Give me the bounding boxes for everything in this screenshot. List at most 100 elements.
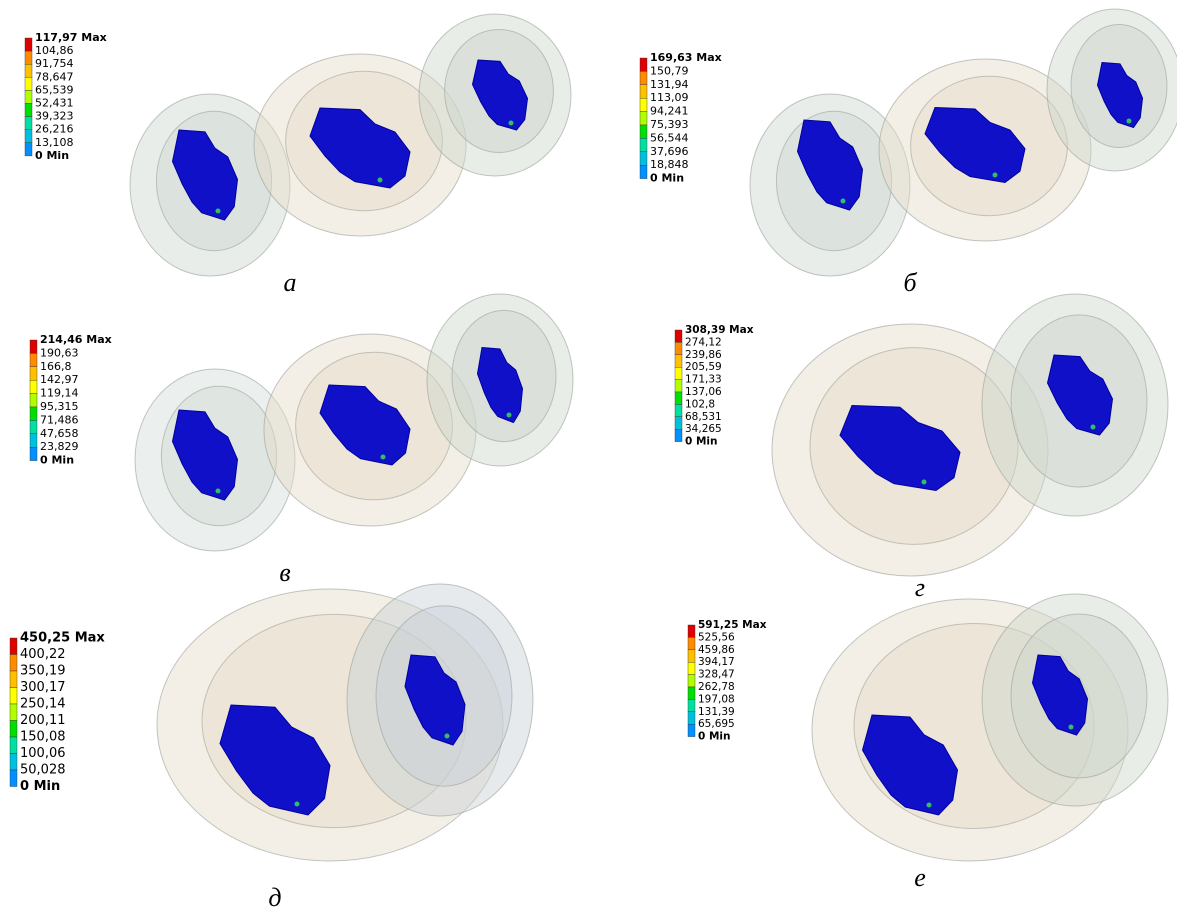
legend-swatch bbox=[675, 342, 682, 354]
legend-swatch bbox=[25, 38, 32, 51]
legend-label: 0 Min bbox=[685, 436, 717, 448]
legend-swatch bbox=[30, 420, 37, 433]
legend-label: 113,09 bbox=[650, 91, 689, 104]
legend-swatch bbox=[10, 638, 17, 655]
legend-label: 102,8 bbox=[685, 398, 715, 410]
legend-label: 400,22 bbox=[20, 647, 66, 662]
legend-label: 394,17 bbox=[698, 656, 735, 668]
legend-label: 169,63 Max bbox=[650, 51, 722, 64]
legend-swatch bbox=[688, 687, 695, 699]
legend-label: 459,86 bbox=[698, 644, 735, 656]
legend-swatch bbox=[640, 85, 647, 98]
legend-swatch bbox=[675, 429, 682, 441]
spot bbox=[1069, 725, 1074, 730]
legend-label: 308,39 Max bbox=[685, 324, 754, 336]
legend-swatch bbox=[10, 737, 17, 754]
legend-label: 262,78 bbox=[698, 681, 735, 693]
spot bbox=[1091, 425, 1096, 430]
legend-label: 197,08 bbox=[698, 693, 735, 705]
legend-swatch bbox=[688, 712, 695, 724]
legend-label: 65,695 bbox=[698, 718, 735, 730]
legend-label: 104,86 bbox=[35, 44, 74, 57]
legend-label: 525,56 bbox=[698, 631, 735, 643]
legend-label: 91,754 bbox=[35, 57, 74, 70]
legend-swatch bbox=[688, 650, 695, 662]
legend-label: 137,06 bbox=[685, 386, 722, 398]
legend-swatch bbox=[25, 143, 32, 156]
legend-label: 274,12 bbox=[685, 336, 722, 348]
legend-label: 65,539 bbox=[35, 83, 74, 96]
legend-swatch bbox=[10, 770, 17, 787]
spot bbox=[1127, 119, 1132, 124]
legend-label: 0 Min bbox=[650, 172, 684, 185]
legend-label: 37,696 bbox=[650, 145, 689, 158]
legend-label: 328,47 bbox=[698, 669, 735, 681]
spot bbox=[993, 173, 998, 178]
legend-swatch bbox=[30, 434, 37, 447]
legend-swatch bbox=[10, 704, 17, 721]
legend-swatch bbox=[688, 625, 695, 637]
legend-swatch bbox=[688, 675, 695, 687]
legend-label: 26,216 bbox=[35, 123, 74, 136]
legend-label: 56,544 bbox=[650, 131, 689, 144]
legend-label: 95,315 bbox=[40, 400, 79, 413]
spot bbox=[509, 121, 514, 126]
legend-swatch bbox=[30, 447, 37, 460]
legend-swatch bbox=[25, 90, 32, 103]
legend-label: 39,323 bbox=[35, 110, 74, 123]
legend-swatch bbox=[25, 77, 32, 90]
legend-swatch bbox=[675, 355, 682, 367]
spot bbox=[841, 199, 846, 204]
legend-swatch bbox=[10, 688, 17, 705]
panel-caption: а bbox=[284, 268, 297, 297]
legend-swatch bbox=[688, 724, 695, 736]
spot bbox=[445, 734, 450, 739]
legend-label: 100,06 bbox=[20, 746, 66, 761]
spot bbox=[216, 489, 221, 494]
legend-swatch bbox=[10, 655, 17, 672]
legend-label: 150,79 bbox=[650, 64, 689, 77]
legend-label: 214,46 Max bbox=[40, 333, 112, 346]
legend-label: 34,265 bbox=[685, 423, 722, 435]
legend-label: 350,19 bbox=[20, 664, 66, 679]
legend-swatch bbox=[688, 637, 695, 649]
legend-swatch bbox=[640, 98, 647, 111]
spot bbox=[378, 178, 383, 183]
spot bbox=[295, 802, 300, 807]
legend-label: 0 Min bbox=[698, 731, 730, 743]
legend-swatch bbox=[640, 138, 647, 151]
legend-swatch bbox=[30, 407, 37, 420]
legend-label: 52,431 bbox=[35, 97, 74, 110]
legend-swatch bbox=[25, 117, 32, 130]
legend-label: 250,14 bbox=[20, 697, 66, 712]
legend-label: 117,97 Max bbox=[35, 31, 107, 44]
legend-swatch bbox=[640, 71, 647, 84]
legend-swatch bbox=[25, 51, 32, 64]
legend-label: 78,647 bbox=[35, 70, 74, 83]
legend-swatch bbox=[25, 64, 32, 77]
legend-swatch bbox=[675, 380, 682, 392]
panel-caption: д bbox=[268, 883, 281, 912]
legend-swatch bbox=[30, 340, 37, 353]
legend-label: 94,241 bbox=[650, 105, 689, 118]
legend-label: 47,658 bbox=[40, 427, 79, 440]
legend-label: 68,531 bbox=[685, 411, 722, 423]
panel-caption: е bbox=[914, 863, 926, 892]
legend-label: 0 Min bbox=[40, 454, 74, 467]
legend-label: 171,33 bbox=[685, 374, 722, 386]
legend-swatch bbox=[640, 152, 647, 165]
legend-label: 119,14 bbox=[40, 387, 79, 400]
legend-label: 166,8 bbox=[40, 360, 72, 373]
figure: 117,97 Max104,8691,75478,64765,53952,431… bbox=[0, 0, 1177, 913]
spot bbox=[381, 455, 386, 460]
legend-swatch bbox=[30, 353, 37, 366]
legend-label: 131,39 bbox=[698, 706, 735, 718]
legend-swatch bbox=[30, 380, 37, 393]
legend-label: 450,25 Max bbox=[20, 631, 105, 646]
legend-swatch bbox=[675, 330, 682, 342]
legend-label: 0 Min bbox=[35, 149, 69, 162]
legend-swatch bbox=[25, 104, 32, 117]
legend-label: 142,97 bbox=[40, 373, 79, 386]
legend-label: 190,63 bbox=[40, 346, 79, 359]
legend-swatch bbox=[640, 112, 647, 125]
